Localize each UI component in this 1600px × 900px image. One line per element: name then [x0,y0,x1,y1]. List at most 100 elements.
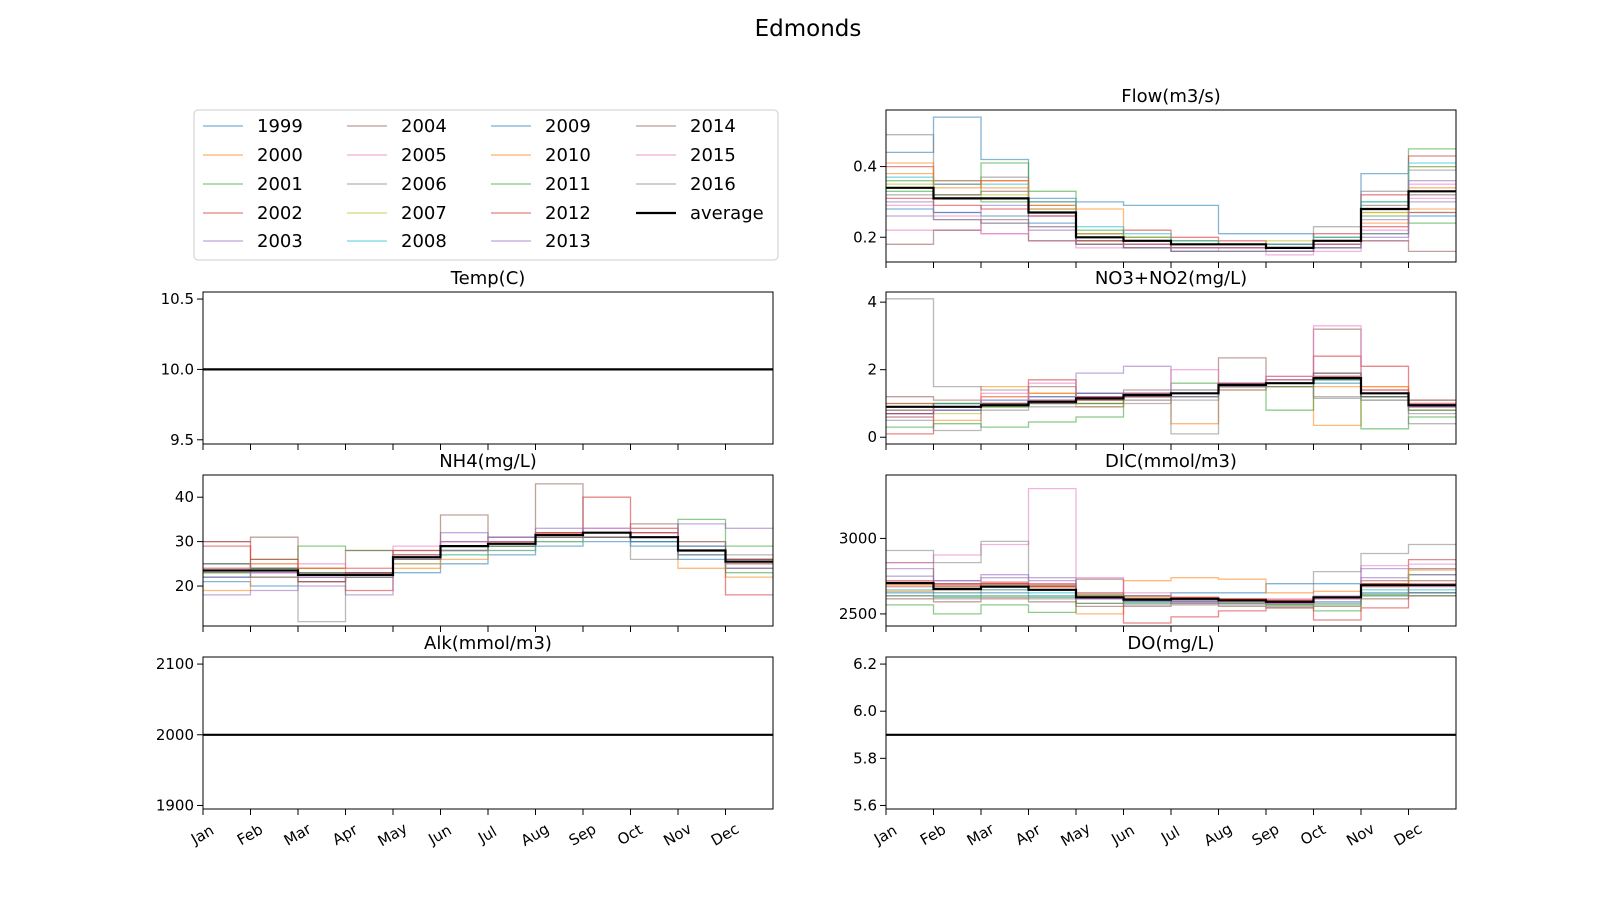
legend-label: 2010 [545,145,591,166]
x-tick-label: Dec [708,820,742,850]
x-tick-label: Aug [518,820,552,850]
x-tick-label: Jan [870,821,900,849]
y-tick-label: 10.5 [161,290,194,308]
legend-item: average [636,203,764,224]
y-tick-label: 5.8 [853,749,877,767]
x-tick-label: Jul [474,822,500,847]
x-tick-label: Dec [1391,820,1425,850]
legend-item: 2016 [636,174,736,195]
y-tick-label: 5.6 [853,796,877,814]
series-lines [886,487,1456,624]
axes-frame [885,109,1457,263]
panel-title: Alk(mmol/m3) [424,633,552,654]
figure-title: Edmonds [755,16,862,42]
axes-frame [885,656,1457,810]
y-tick-label: 20 [175,577,194,595]
y-tick-label: 40 [175,488,194,506]
x-tick-label: Sep [566,820,599,850]
y-tick-label: 3000 [839,529,877,547]
legend-item: 2010 [491,145,591,166]
panel-title: DIC(mmol/m3) [1105,451,1237,472]
legend-item: 2003 [203,231,303,252]
panel-dic: DIC(mmol/m3) 2500 3000 [839,451,1457,632]
panel-flow: Flow(m3/s) 0.2 0.4 [853,86,1457,268]
legend-label: 2004 [401,116,447,137]
y-tick-label: 30 [175,533,194,551]
legend-label: average [690,203,764,224]
x-tick-label: Nov [660,819,694,849]
x-tick-label: Jan [187,821,217,849]
axes-frame [202,291,774,445]
average-line [886,186,1456,249]
legend-label: 2016 [690,174,736,195]
legend-label: 2005 [401,145,447,166]
legend-label: 2015 [690,145,736,166]
x-tick-label: Oct [614,820,646,849]
y-tick-label: 6.0 [853,702,877,720]
y-tick-label: 2000 [156,726,194,744]
y-tick-label: 0.2 [853,228,877,246]
axes-frame [885,474,1457,627]
legend-item: 2007 [347,203,447,224]
legend-label: 2001 [257,174,303,195]
panel-temp: Temp(C) 9.5 10.0 10.5 [161,268,774,450]
series-lines [203,483,773,623]
y-tick-label: 2100 [156,655,194,673]
legend-label: 2003 [257,231,303,252]
legend-label: 2012 [545,203,591,224]
series-line-2016 [886,385,1456,432]
series-line-2002 [886,155,1456,245]
series-line-2016 [886,592,1456,608]
x-tick-label: Feb [917,820,949,849]
series-line-2006 [886,134,1456,245]
y-tick-label: 2500 [839,605,877,623]
axes-frame [202,474,774,627]
y-tick-label: 0 [867,428,877,446]
legend-label: 2006 [401,174,447,195]
y-tick-label: 10.0 [161,360,194,378]
y-tick-label: 0.4 [853,158,877,176]
legend-item: 2001 [203,174,303,195]
x-tick-label: Jul [1157,822,1183,847]
legend-label: 2002 [257,203,303,224]
panel-do: DO(mg/L) 5.6 5.8 6.0 6.2 Jan Feb Mar Apr May Jun Ju… [853,633,1457,850]
panel-title: NO3+NO2(mg/L) [1095,268,1247,289]
panel-title: NH4(mg/L) [439,451,537,472]
series-lines [886,116,1456,256]
x-tick-label: Sep [1249,820,1282,850]
panel-no3: NO3+NO2(mg/L) 0 2 4 [867,268,1457,450]
legend-label: 2014 [690,116,736,137]
legend-item: 2012 [491,203,591,224]
x-tick-label: Apr [329,820,361,849]
x-tick-label: Apr [1012,820,1044,849]
panels: Flow(m3/s) 0.2 0.4 Temp(C) 9.5 10.0 10.5 NO3+NO… [156,86,1457,850]
x-tick-label: Nov [1343,819,1377,849]
average-line [203,531,773,576]
x-tick-label: Mar [964,819,998,849]
x-tick-label: Oct [1297,820,1329,849]
legend-item: 2006 [347,174,447,195]
legend-item: 2013 [491,231,591,252]
panel-nh4: NH4(mg/L) 20 30 40 [175,451,774,632]
y-tick-label: 1900 [156,796,194,814]
legend-label: 2000 [257,145,303,166]
axes-frame [202,656,774,810]
y-tick-label: 9.5 [170,431,194,449]
x-tick-label: Mar [281,819,315,849]
panel-title: Flow(m3/s) [1121,86,1221,107]
legend-label: 2008 [401,231,447,252]
x-tick-label: Jun [424,821,454,849]
legend-item: 2002 [203,203,303,224]
panel-title: DO(mg/L) [1127,633,1214,654]
x-tick-label: May [375,819,411,850]
legend-label: 2007 [401,203,447,224]
legend-item: 2008 [347,231,447,252]
legend-item: 2004 [347,116,447,137]
x-tick-label: Feb [234,820,266,849]
y-tick-label: 6.2 [853,655,877,673]
y-tick-label: 2 [867,361,877,379]
legend-item: 2011 [491,174,591,195]
legend-label: 1999 [257,116,303,137]
axes-frame [885,291,1457,445]
legend-label: 2009 [545,116,591,137]
